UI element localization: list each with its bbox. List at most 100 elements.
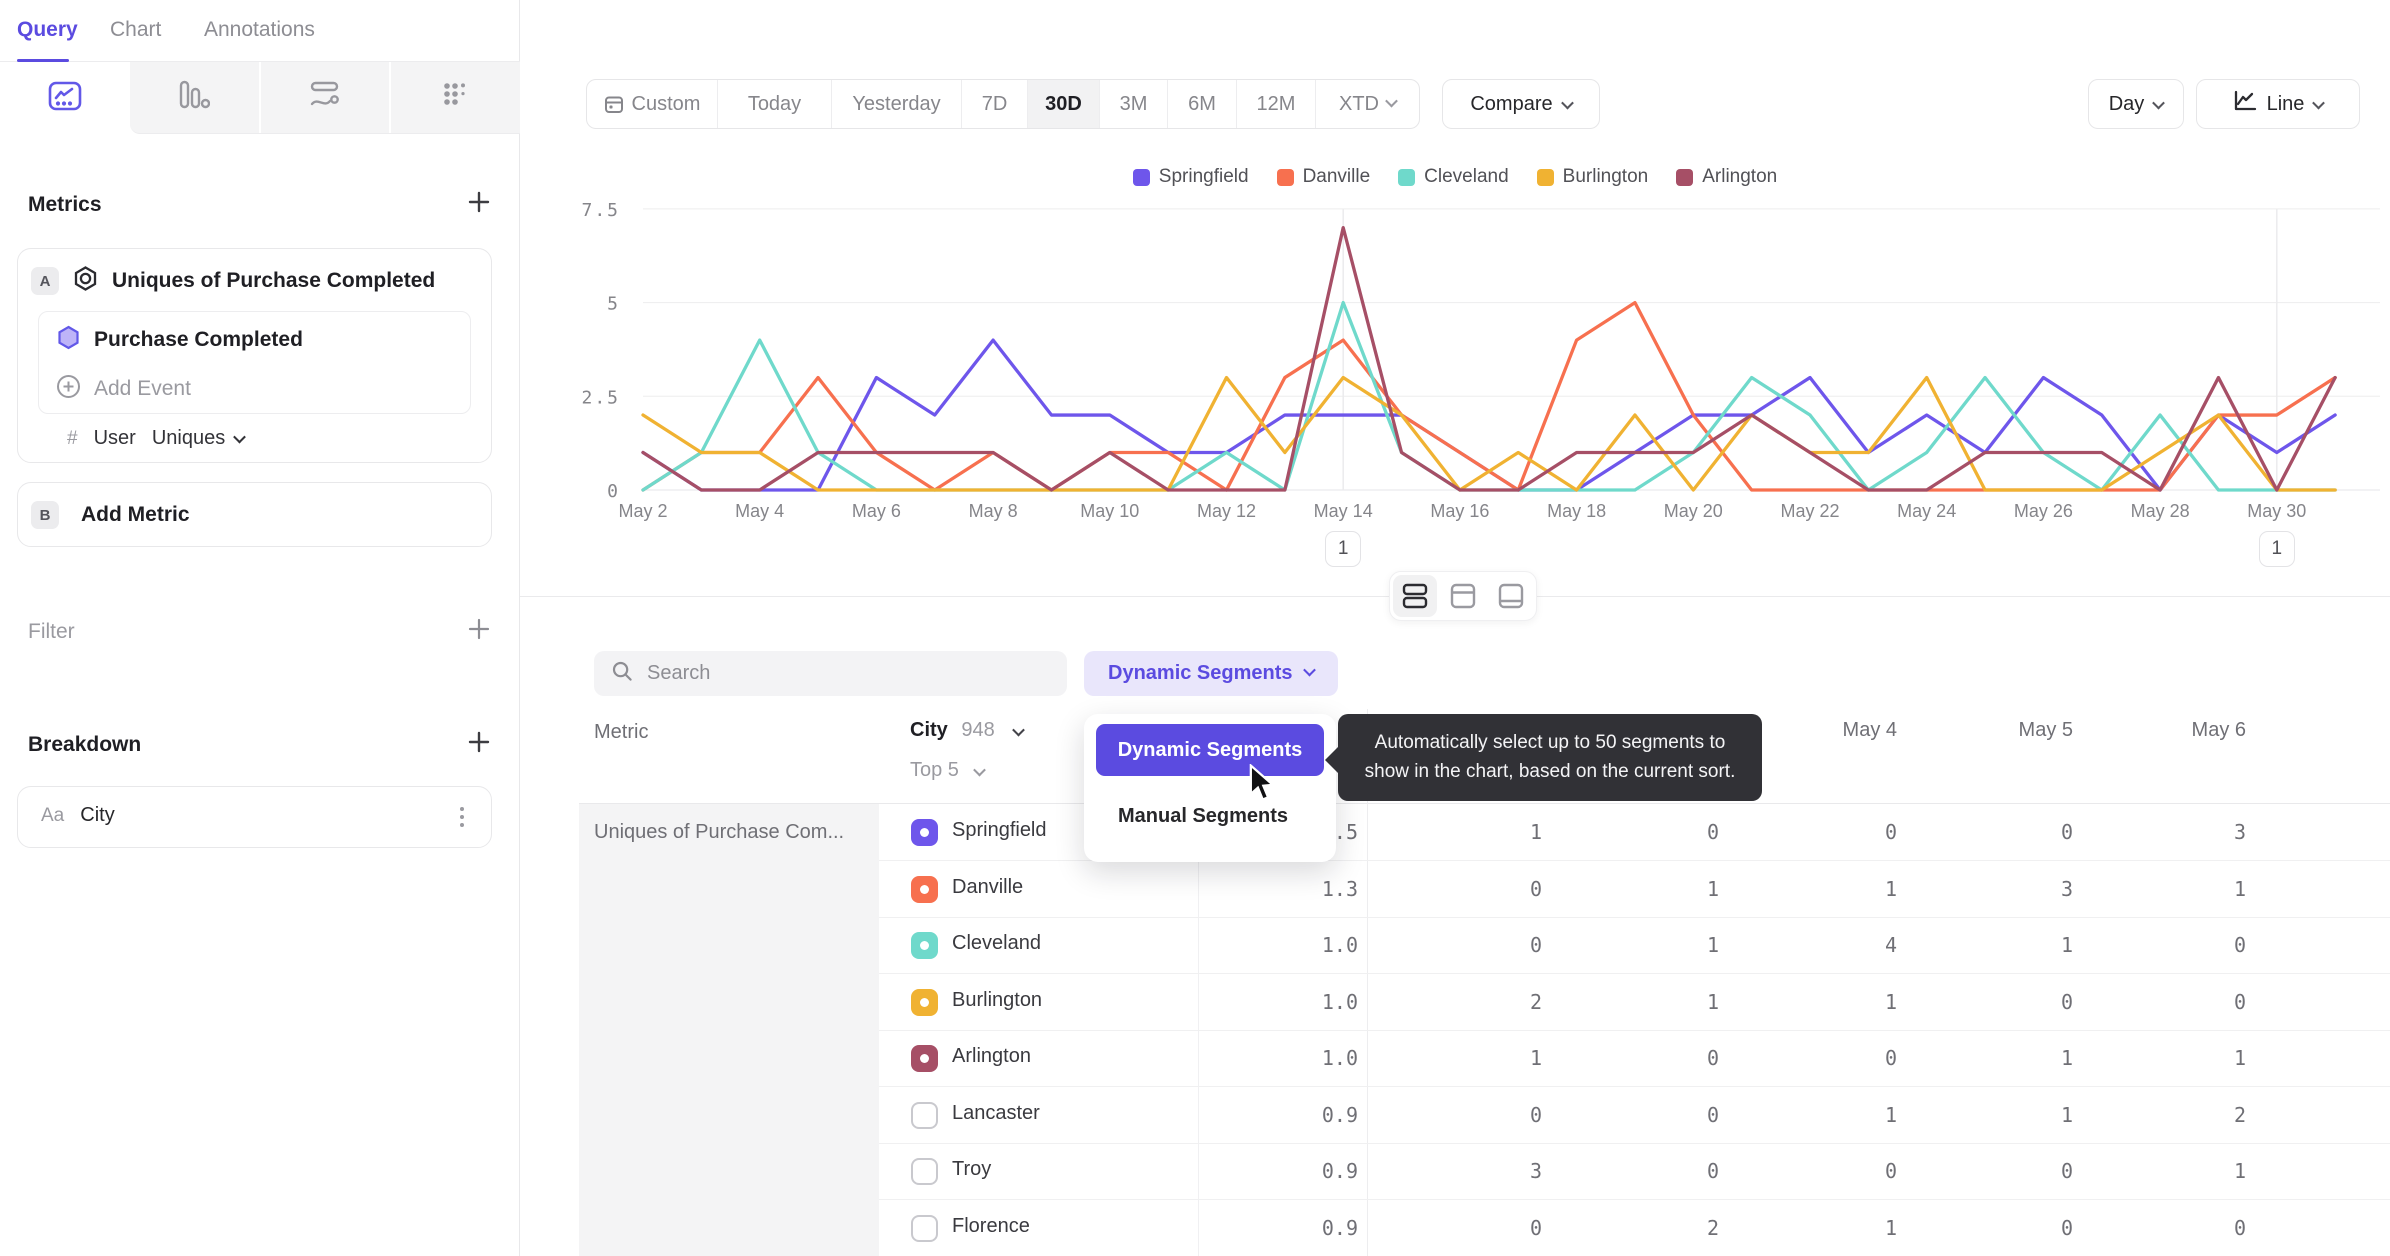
chart-type-button[interactable]: Line xyxy=(2196,79,2360,129)
inactive-chart-type-tabs xyxy=(130,62,520,134)
menu-item-manual-segments[interactable]: Manual Segments xyxy=(1118,804,1289,827)
metric-b-badge: B xyxy=(31,501,59,529)
range-6m[interactable]: 6M xyxy=(1167,80,1236,128)
date-column-header: May 4 xyxy=(1842,719,1897,741)
tab-chart[interactable]: Chart xyxy=(110,18,162,41)
svg-text:7.5: 7.5 xyxy=(581,200,620,221)
segment-search xyxy=(594,651,1067,696)
segment-checkbox[interactable] xyxy=(911,1214,938,1242)
search-icon xyxy=(612,661,633,687)
segment-value: 0 xyxy=(1706,1046,1719,1070)
svg-text:May 4: May 4 xyxy=(735,501,784,521)
layout-table-only-button[interactable] xyxy=(1489,575,1533,617)
metric-column-header: Metric xyxy=(594,721,649,743)
legend-item[interactable]: Cleveland xyxy=(1398,166,1509,188)
dynamic-segments-tooltip: Automatically select up to 50 segments t… xyxy=(1325,714,1762,801)
segment-name: Cleveland xyxy=(952,932,1041,954)
metric-a-header[interactable]: A Uniques of Purchase Completed xyxy=(31,265,435,297)
segment-value: 0 xyxy=(1884,1159,1897,1183)
range-yesterday[interactable]: Yesterday xyxy=(831,80,961,128)
segment-value: 1 xyxy=(1706,933,1719,957)
segment-value: 1 xyxy=(1884,989,1897,1014)
segment-value: 1 xyxy=(1706,989,1719,1014)
segment-value: 0 xyxy=(2233,989,2246,1014)
filter-section-header: Filter xyxy=(28,617,491,646)
svg-text:May 8: May 8 xyxy=(969,501,1018,521)
group-column-header[interactable]: City 948 xyxy=(910,719,1026,742)
tab-bar-chart[interactable] xyxy=(130,62,259,133)
range-xtd[interactable]: XTD xyxy=(1315,80,1419,128)
segment-value: 0 xyxy=(1529,933,1542,957)
annotation-badge[interactable]: 1 xyxy=(1325,531,1362,567)
kebab-menu-icon[interactable] xyxy=(460,807,464,827)
table-header-border xyxy=(579,803,2390,804)
top-n-selector[interactable]: Top 5 xyxy=(910,759,986,782)
segment-value: 1 xyxy=(1884,876,1897,901)
svg-text:2.5: 2.5 xyxy=(581,387,620,408)
segment-checkbox[interactable] xyxy=(911,1158,938,1185)
legend-item[interactable]: Springfield xyxy=(1132,166,1249,188)
menu-item-dynamic-segments[interactable]: Dynamic Segments xyxy=(1096,724,1324,776)
date-column-header: May 6 xyxy=(2191,719,2246,741)
segment-average: 1.0 xyxy=(1321,1046,1358,1070)
range-30d[interactable]: 30D xyxy=(1027,80,1099,128)
tab-funnel-dots[interactable] xyxy=(389,62,520,133)
segment-value: 1 xyxy=(2060,1046,2073,1070)
legend-item[interactable]: Arlington xyxy=(1676,166,1777,188)
event-row[interactable]: Purchase Completed xyxy=(56,325,303,355)
range-12m[interactable]: 12M xyxy=(1236,80,1315,128)
metric-card-a: A Uniques of Purchase Completed Purchase… xyxy=(17,248,492,463)
measure-group[interactable]: User xyxy=(93,427,136,449)
date-range-selector: Custom Today Yesterday 7D 30D 3M 6M 12M XTD xyxy=(586,79,1420,129)
svg-text:May 20: May 20 xyxy=(1664,501,1723,521)
date-column-header: May 7 xyxy=(2267,719,2390,742)
measure-selector[interactable]: Uniques xyxy=(152,427,247,450)
segment-checkbox-checked[interactable] xyxy=(911,932,938,959)
segment-row-arlington: Arlington 1.0 1 0 0 1 1 xyxy=(879,1030,2390,1087)
range-custom[interactable]: Custom xyxy=(587,80,717,128)
add-event-row[interactable]: Add Event xyxy=(56,374,191,404)
breakdown-item-city[interactable]: Aa City xyxy=(17,786,492,848)
segment-value: 3 xyxy=(2233,820,2246,844)
tab-query[interactable]: Query xyxy=(17,18,78,41)
add-metric-plus-icon[interactable] xyxy=(467,190,491,219)
query-sidebar: Query Chart Annotations xyxy=(0,0,520,1256)
line-chart[interactable]: 0 2.5 5 7.5 May 2 May 4 May 6 May 8 May 10 May 12… xyxy=(520,195,2390,535)
range-7d[interactable]: 7D xyxy=(961,80,1027,128)
add-filter-plus-icon[interactable] xyxy=(467,617,491,646)
segment-checkbox[interactable] xyxy=(911,1101,938,1129)
active-tab-underline xyxy=(17,59,69,62)
segment-value: 2 xyxy=(2233,1102,2246,1127)
segment-checkbox-checked[interactable] xyxy=(911,1045,938,1072)
segment-name: Arlington xyxy=(952,1045,1031,1067)
segment-checkbox-checked[interactable] xyxy=(911,819,938,846)
tab-line-chart[interactable] xyxy=(0,62,130,134)
svg-text:May 6: May 6 xyxy=(852,501,901,521)
tab-flow-chart[interactable] xyxy=(258,62,390,133)
svg-text:May 28: May 28 xyxy=(2131,501,2190,521)
range-3m[interactable]: 3M xyxy=(1099,80,1167,128)
svg-text:May 2: May 2 xyxy=(618,501,667,521)
layout-chart-only-button[interactable] xyxy=(1441,575,1485,617)
segment-row-danville: Danville 1.3 0 1 1 3 1 xyxy=(879,861,2390,918)
tab-annotations[interactable]: Annotations xyxy=(204,18,315,41)
add-breakdown-plus-icon[interactable] xyxy=(467,730,491,759)
range-today[interactable]: Today xyxy=(717,80,831,128)
legend-item[interactable]: Burlington xyxy=(1536,166,1648,188)
segment-checkbox-checked[interactable] xyxy=(911,875,938,903)
segments-mode-menu: Dynamic Segments Manual Segments xyxy=(1084,714,1336,862)
segment-value: 0 xyxy=(1884,820,1897,844)
granularity-button[interactable]: Day xyxy=(2088,79,2184,129)
chevron-down-icon xyxy=(1560,96,1574,109)
segments-mode-button[interactable]: Dynamic Segments xyxy=(1084,651,1338,696)
search-input[interactable] xyxy=(647,662,1049,685)
annotation-badge[interactable]: 1 xyxy=(2258,531,2295,567)
layout-split-button[interactable] xyxy=(1393,575,1437,617)
legend-item[interactable]: Danville xyxy=(1276,166,1370,188)
dots-grid-icon xyxy=(441,80,471,115)
segment-value: 1 xyxy=(1884,1215,1897,1240)
line-chart-small-icon xyxy=(2233,90,2257,118)
compare-button[interactable]: Compare xyxy=(1442,79,1600,129)
metric-card-b[interactable]: B Add Metric xyxy=(17,482,492,547)
segment-checkbox-checked[interactable] xyxy=(911,988,938,1016)
